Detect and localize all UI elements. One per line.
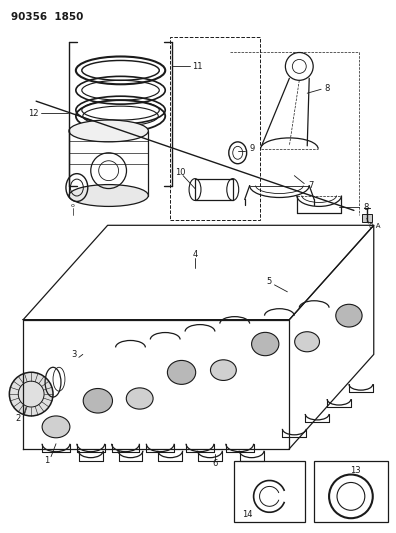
Text: 4: 4 <box>192 249 198 259</box>
Text: 14: 14 <box>242 510 253 519</box>
Ellipse shape <box>295 332 320 352</box>
Ellipse shape <box>126 388 153 409</box>
Text: 12: 12 <box>28 109 38 118</box>
Text: 90356  1850: 90356 1850 <box>11 12 84 22</box>
Bar <box>234 461 305 522</box>
Text: 8: 8 <box>324 84 330 93</box>
Ellipse shape <box>251 333 279 356</box>
Text: 3: 3 <box>71 350 76 359</box>
Text: 6: 6 <box>212 459 217 468</box>
Ellipse shape <box>83 389 112 413</box>
Ellipse shape <box>211 360 236 381</box>
Text: 10: 10 <box>175 168 185 177</box>
Text: 8: 8 <box>363 203 369 212</box>
Bar <box>362 214 372 222</box>
Bar <box>314 461 388 522</box>
Text: 1: 1 <box>44 456 50 465</box>
Circle shape <box>10 372 53 416</box>
Ellipse shape <box>168 360 196 384</box>
Text: 8 A: 8 A <box>369 223 381 229</box>
Text: 7: 7 <box>308 181 314 190</box>
Text: 5: 5 <box>267 277 272 286</box>
Ellipse shape <box>336 304 362 327</box>
Text: 2: 2 <box>16 415 21 423</box>
Ellipse shape <box>69 120 148 142</box>
Text: 13: 13 <box>350 466 361 475</box>
Text: 9: 9 <box>250 144 255 154</box>
Text: o: o <box>71 203 75 208</box>
Text: 11: 11 <box>192 62 202 71</box>
Bar <box>170 37 259 220</box>
Ellipse shape <box>69 184 148 206</box>
Ellipse shape <box>42 416 70 438</box>
